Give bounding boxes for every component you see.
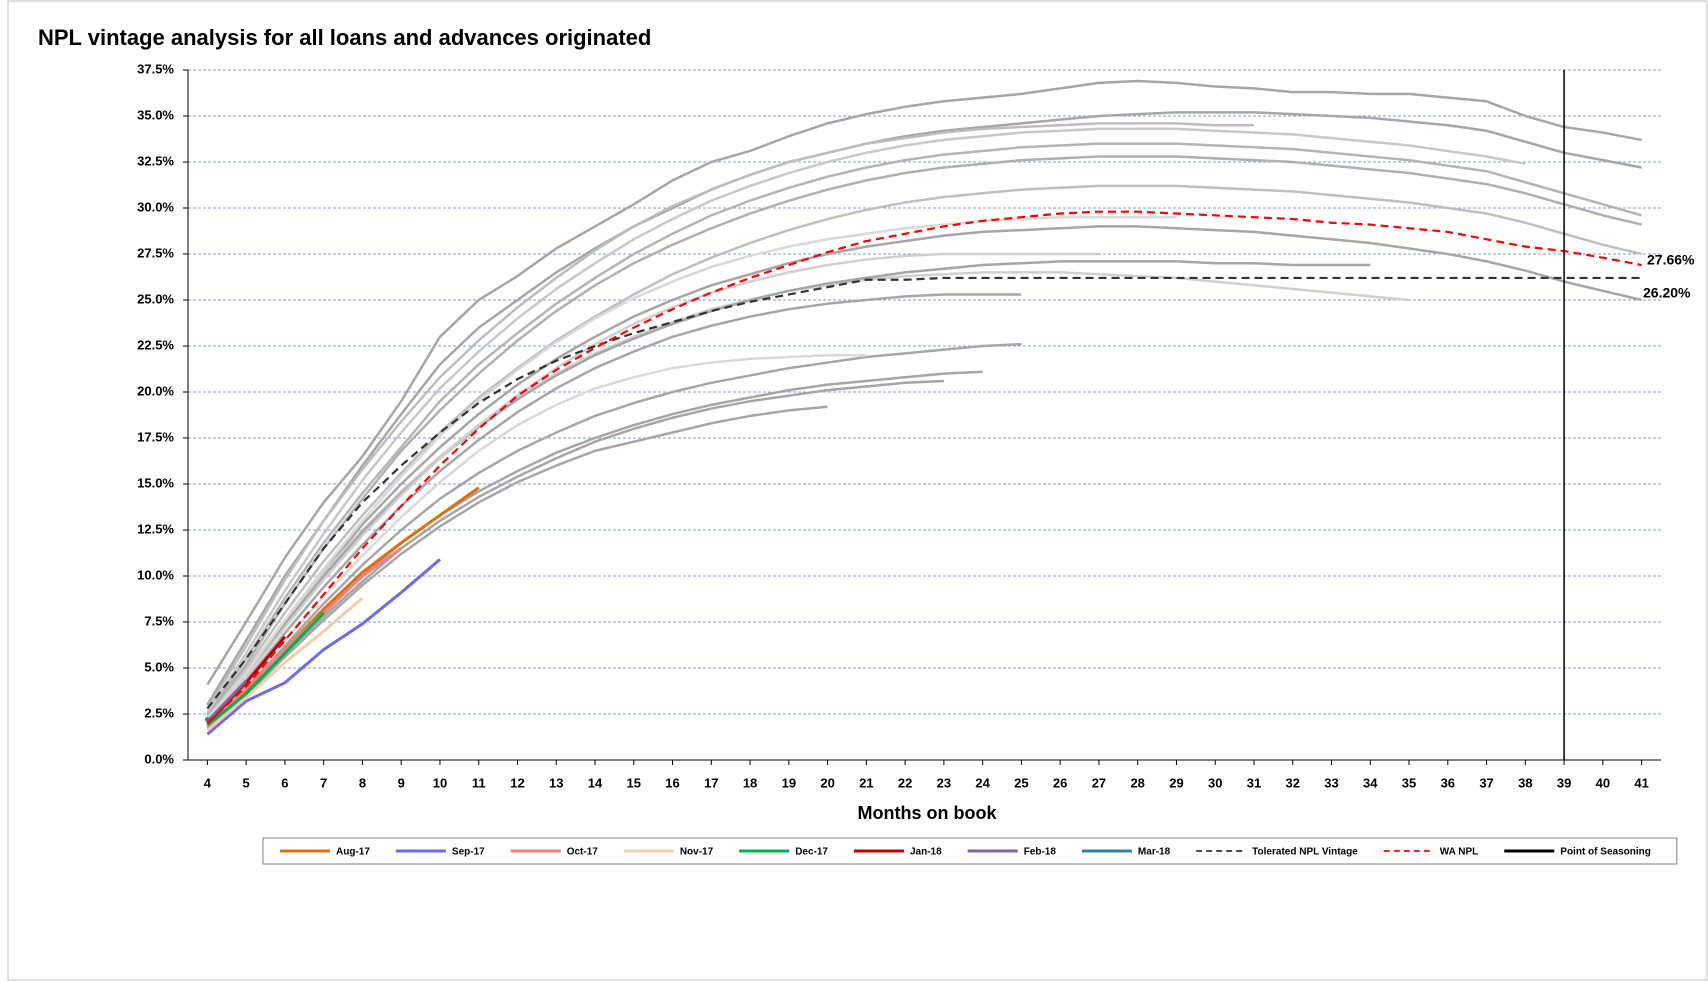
annotation: 27.66% bbox=[1647, 252, 1695, 268]
vintage-line bbox=[206, 142, 1642, 715]
x-tick-label: 37 bbox=[1479, 775, 1493, 790]
x-tick-label: 21 bbox=[859, 775, 873, 790]
series-line bbox=[206, 679, 248, 723]
legend-label: WA NPL bbox=[1440, 847, 1479, 858]
series-line bbox=[206, 611, 325, 727]
y-tick-label: 20.0% bbox=[137, 383, 174, 398]
series-line bbox=[206, 558, 441, 736]
y-tick-label: 0.0% bbox=[144, 751, 174, 766]
legend-label: Oct-17 bbox=[567, 847, 599, 858]
x-tick-label: 33 bbox=[1324, 775, 1338, 790]
chart-frame bbox=[7, 0, 1708, 981]
vintage-line bbox=[206, 379, 944, 728]
x-tick-label: 13 bbox=[549, 775, 563, 790]
vintage-line bbox=[206, 342, 1022, 726]
x-tick-label: 40 bbox=[1596, 775, 1610, 790]
y-tick-label: 22.5% bbox=[137, 337, 174, 352]
x-tick-label: 35 bbox=[1402, 775, 1416, 790]
vintage-line bbox=[206, 260, 1371, 723]
x-tick-label: 23 bbox=[937, 775, 951, 790]
x-tick-label: 18 bbox=[743, 775, 757, 790]
legend-label: Dec-17 bbox=[795, 847, 828, 858]
legend-label: Nov-17 bbox=[680, 847, 714, 858]
x-tick-label: 4 bbox=[204, 775, 212, 790]
x-tick-label: 14 bbox=[588, 775, 603, 790]
x-axis-title: Months on book bbox=[858, 803, 998, 823]
x-tick-label: 16 bbox=[665, 775, 679, 790]
x-tick-label: 32 bbox=[1286, 775, 1300, 790]
x-tick-label: 7 bbox=[320, 775, 327, 790]
x-tick-label: 11 bbox=[472, 775, 486, 790]
vintage-line bbox=[206, 215, 1177, 721]
vintage-line bbox=[206, 111, 1642, 706]
x-tick-label: 29 bbox=[1169, 775, 1183, 790]
x-tick-label: 9 bbox=[398, 775, 405, 790]
series-line bbox=[206, 210, 1642, 724]
vintage-line bbox=[206, 252, 1099, 723]
legend-label: Sep-17 bbox=[452, 847, 485, 858]
vintage-line bbox=[206, 405, 828, 730]
y-tick-label: 32.5% bbox=[137, 153, 174, 168]
x-tick-label: 8 bbox=[359, 775, 366, 790]
x-tick-label: 34 bbox=[1363, 775, 1378, 790]
x-tick-label: 20 bbox=[820, 775, 834, 790]
y-tick-label: 10.0% bbox=[137, 567, 174, 582]
y-tick-label: 12.5% bbox=[137, 521, 174, 536]
x-tick-label: 6 bbox=[281, 775, 288, 790]
x-tick-label: 15 bbox=[627, 775, 641, 790]
x-tick-label: 31 bbox=[1247, 775, 1261, 790]
legend: Aug-17 Sep-17 Oct-17 Nov-17 Dec-17 Jan-18 Feb-… bbox=[262, 837, 1678, 865]
x-tick-label: 39 bbox=[1557, 775, 1571, 790]
y-tick-label: 37.5% bbox=[137, 61, 174, 76]
x-tick-label: 27 bbox=[1092, 775, 1106, 790]
x-tick-label: 24 bbox=[975, 775, 990, 790]
x-tick-label: 10 bbox=[433, 775, 447, 790]
annotation: 26.20% bbox=[1643, 285, 1691, 301]
y-tick-label: 25.0% bbox=[137, 291, 174, 306]
vintage-line bbox=[206, 271, 1410, 719]
legend-label: Feb-18 bbox=[1024, 847, 1057, 858]
legend-label: Point of Seasoning bbox=[1560, 847, 1651, 858]
y-tick-label: 27.5% bbox=[137, 245, 174, 260]
vintage-line bbox=[206, 225, 1642, 725]
legend-label: Mar-18 bbox=[1138, 847, 1171, 858]
legend-label: Aug-17 bbox=[336, 847, 370, 858]
y-tick-label: 2.5% bbox=[144, 705, 174, 720]
y-tick-label: 35.0% bbox=[137, 107, 174, 122]
x-tick-label: 12 bbox=[510, 775, 524, 790]
x-tick-label: 26 bbox=[1053, 775, 1067, 790]
series-line bbox=[206, 276, 1642, 710]
x-tick-label: 38 bbox=[1518, 775, 1532, 790]
y-tick-label: 15.0% bbox=[137, 475, 174, 490]
vintage-line bbox=[206, 79, 1642, 686]
legend-label: Tolerated NPL Vintage bbox=[1252, 847, 1358, 858]
vintage-line bbox=[206, 353, 867, 725]
vintage-line bbox=[206, 127, 1526, 713]
x-tick-label: 25 bbox=[1014, 775, 1028, 790]
x-tick-label: 28 bbox=[1130, 775, 1144, 790]
y-tick-label: 5.0% bbox=[144, 659, 174, 674]
y-tick-label: 7.5% bbox=[144, 613, 174, 628]
vintage-line bbox=[206, 293, 1022, 725]
x-tick-label: 41 bbox=[1634, 775, 1648, 790]
x-tick-label: 19 bbox=[782, 775, 796, 790]
x-tick-label: 22 bbox=[898, 775, 912, 790]
legend-label: Jan-18 bbox=[910, 847, 942, 858]
x-tick-label: 36 bbox=[1441, 775, 1455, 790]
series-line bbox=[206, 596, 364, 732]
x-tick-label: 5 bbox=[243, 775, 250, 790]
y-tick-label: 17.5% bbox=[137, 429, 174, 444]
chart-title: NPL vintage analysis for all loans and a… bbox=[38, 25, 651, 50]
x-tick-label: 17 bbox=[704, 775, 718, 790]
vintage-line bbox=[206, 122, 1254, 710]
y-tick-label: 30.0% bbox=[137, 199, 174, 214]
vintage-line bbox=[206, 155, 1642, 717]
x-tick-label: 30 bbox=[1208, 775, 1222, 790]
